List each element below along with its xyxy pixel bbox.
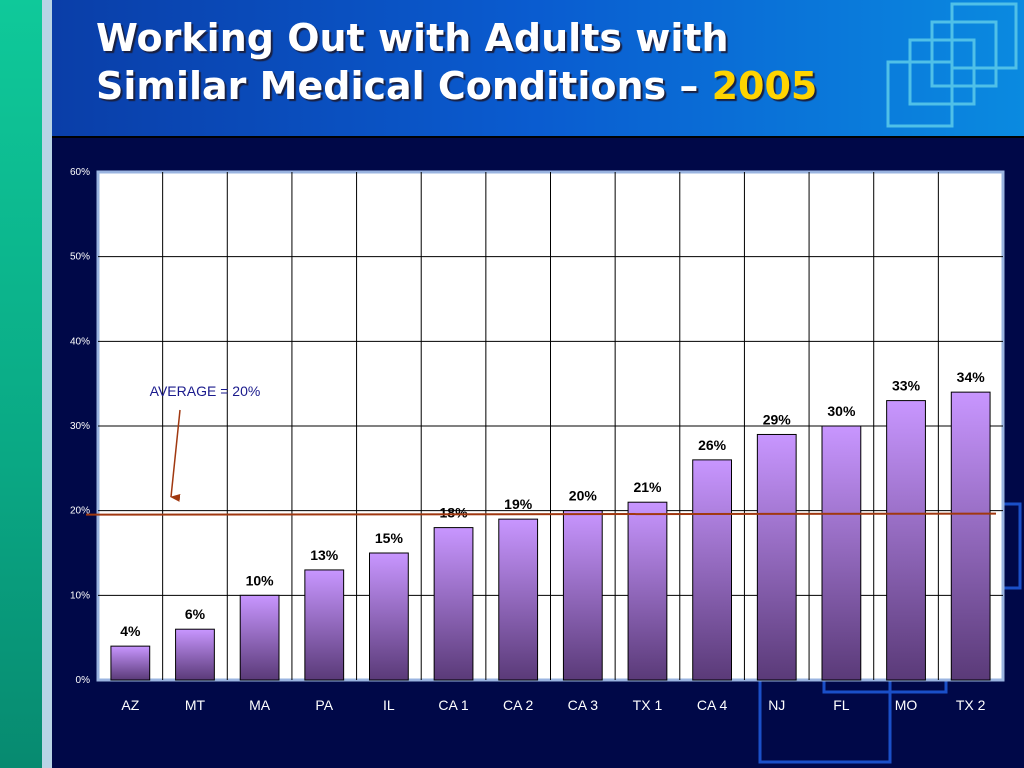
data-label: 19%: [504, 496, 533, 512]
average-arrow: [170, 409, 181, 502]
data-label: 30%: [827, 403, 856, 419]
bar-mo: [886, 400, 926, 681]
y-tick-label: 0%: [76, 675, 91, 686]
data-label: 10%: [246, 572, 275, 588]
data-labels: 4% 6% 10% 13% 15% 18% 19% 20% 21% 26% 29% 30% 33% 34%: [120, 369, 985, 639]
data-label: 29%: [763, 411, 792, 427]
y-tick-label: 30%: [70, 421, 90, 432]
bar-az: [110, 645, 151, 681]
title-line-1: Working Out with Adults with: [96, 16, 729, 60]
x-tick-label: NJ: [768, 697, 785, 713]
bar-ca-2: [498, 518, 539, 681]
x-tick-label: CA 1: [438, 697, 469, 713]
y-tick-label: 40%: [70, 336, 90, 347]
x-tick-label: CA 4: [697, 697, 728, 713]
data-label: 34%: [957, 369, 986, 385]
data-label: 20%: [569, 488, 598, 504]
slide-header: [52, 0, 1024, 138]
data-label: 18%: [440, 505, 469, 521]
x-tick-label: CA 2: [503, 697, 534, 713]
title-year: 2005: [711, 64, 818, 108]
x-tick-label: AZ: [121, 697, 139, 713]
x-tick-label: IL: [383, 697, 395, 713]
bar-ma: [239, 594, 280, 681]
left-accent-strip: [0, 0, 42, 768]
x-tick-label: MO: [895, 697, 918, 713]
x-tick-label: MT: [185, 697, 206, 713]
left-accent-line: [42, 0, 52, 768]
x-tick-label: FL: [833, 697, 850, 713]
decorative-squares: [886, 2, 1018, 128]
data-label: 13%: [310, 547, 339, 563]
bar-fl: [821, 425, 862, 681]
bar-nj: [756, 433, 797, 681]
bars: [110, 391, 991, 681]
x-tick-label: PA: [315, 697, 333, 713]
data-label: 4%: [120, 623, 141, 639]
x-tick-label: TX 2: [956, 697, 986, 713]
data-label: 6%: [185, 606, 206, 622]
average-annotation: AVERAGE = 20%: [85, 383, 997, 516]
y-tick-label: 10%: [70, 590, 90, 601]
data-label: 33%: [892, 378, 921, 394]
bar-ca-3: [562, 510, 603, 681]
y-tick-label: 60%: [70, 167, 90, 178]
bar-pa: [304, 569, 345, 681]
bar-mt: [175, 628, 215, 681]
bar-tx-2: [950, 391, 991, 681]
y-tick-label: 20%: [70, 506, 90, 517]
bar-il: [369, 552, 409, 681]
average-line: [85, 512, 997, 516]
y-axis: 0% 10% 20% 30% 40% 50% 60%: [70, 167, 90, 686]
data-label: 15%: [375, 530, 404, 546]
x-axis: AZ MT MA PA IL CA 1 CA 2 CA 3 TX 1 CA 4 NJ FL MO TX 2: [121, 697, 985, 713]
data-label: 26%: [698, 437, 727, 453]
title-line-2: Similar Medical Conditions –: [96, 64, 712, 108]
slide-title: Working Out with Adults with Similar Med…: [96, 14, 817, 110]
x-tick-label: CA 3: [568, 697, 599, 713]
x-tick-label: TX 1: [633, 697, 663, 713]
x-tick-label: MA: [249, 697, 271, 713]
bar-tx-1: [627, 501, 668, 681]
data-label: 21%: [633, 479, 662, 495]
bar-ca-4: [692, 459, 733, 681]
average-label: AVERAGE = 20%: [150, 383, 261, 399]
y-tick-label: 50%: [70, 252, 90, 263]
bar-ca-1: [433, 527, 474, 681]
